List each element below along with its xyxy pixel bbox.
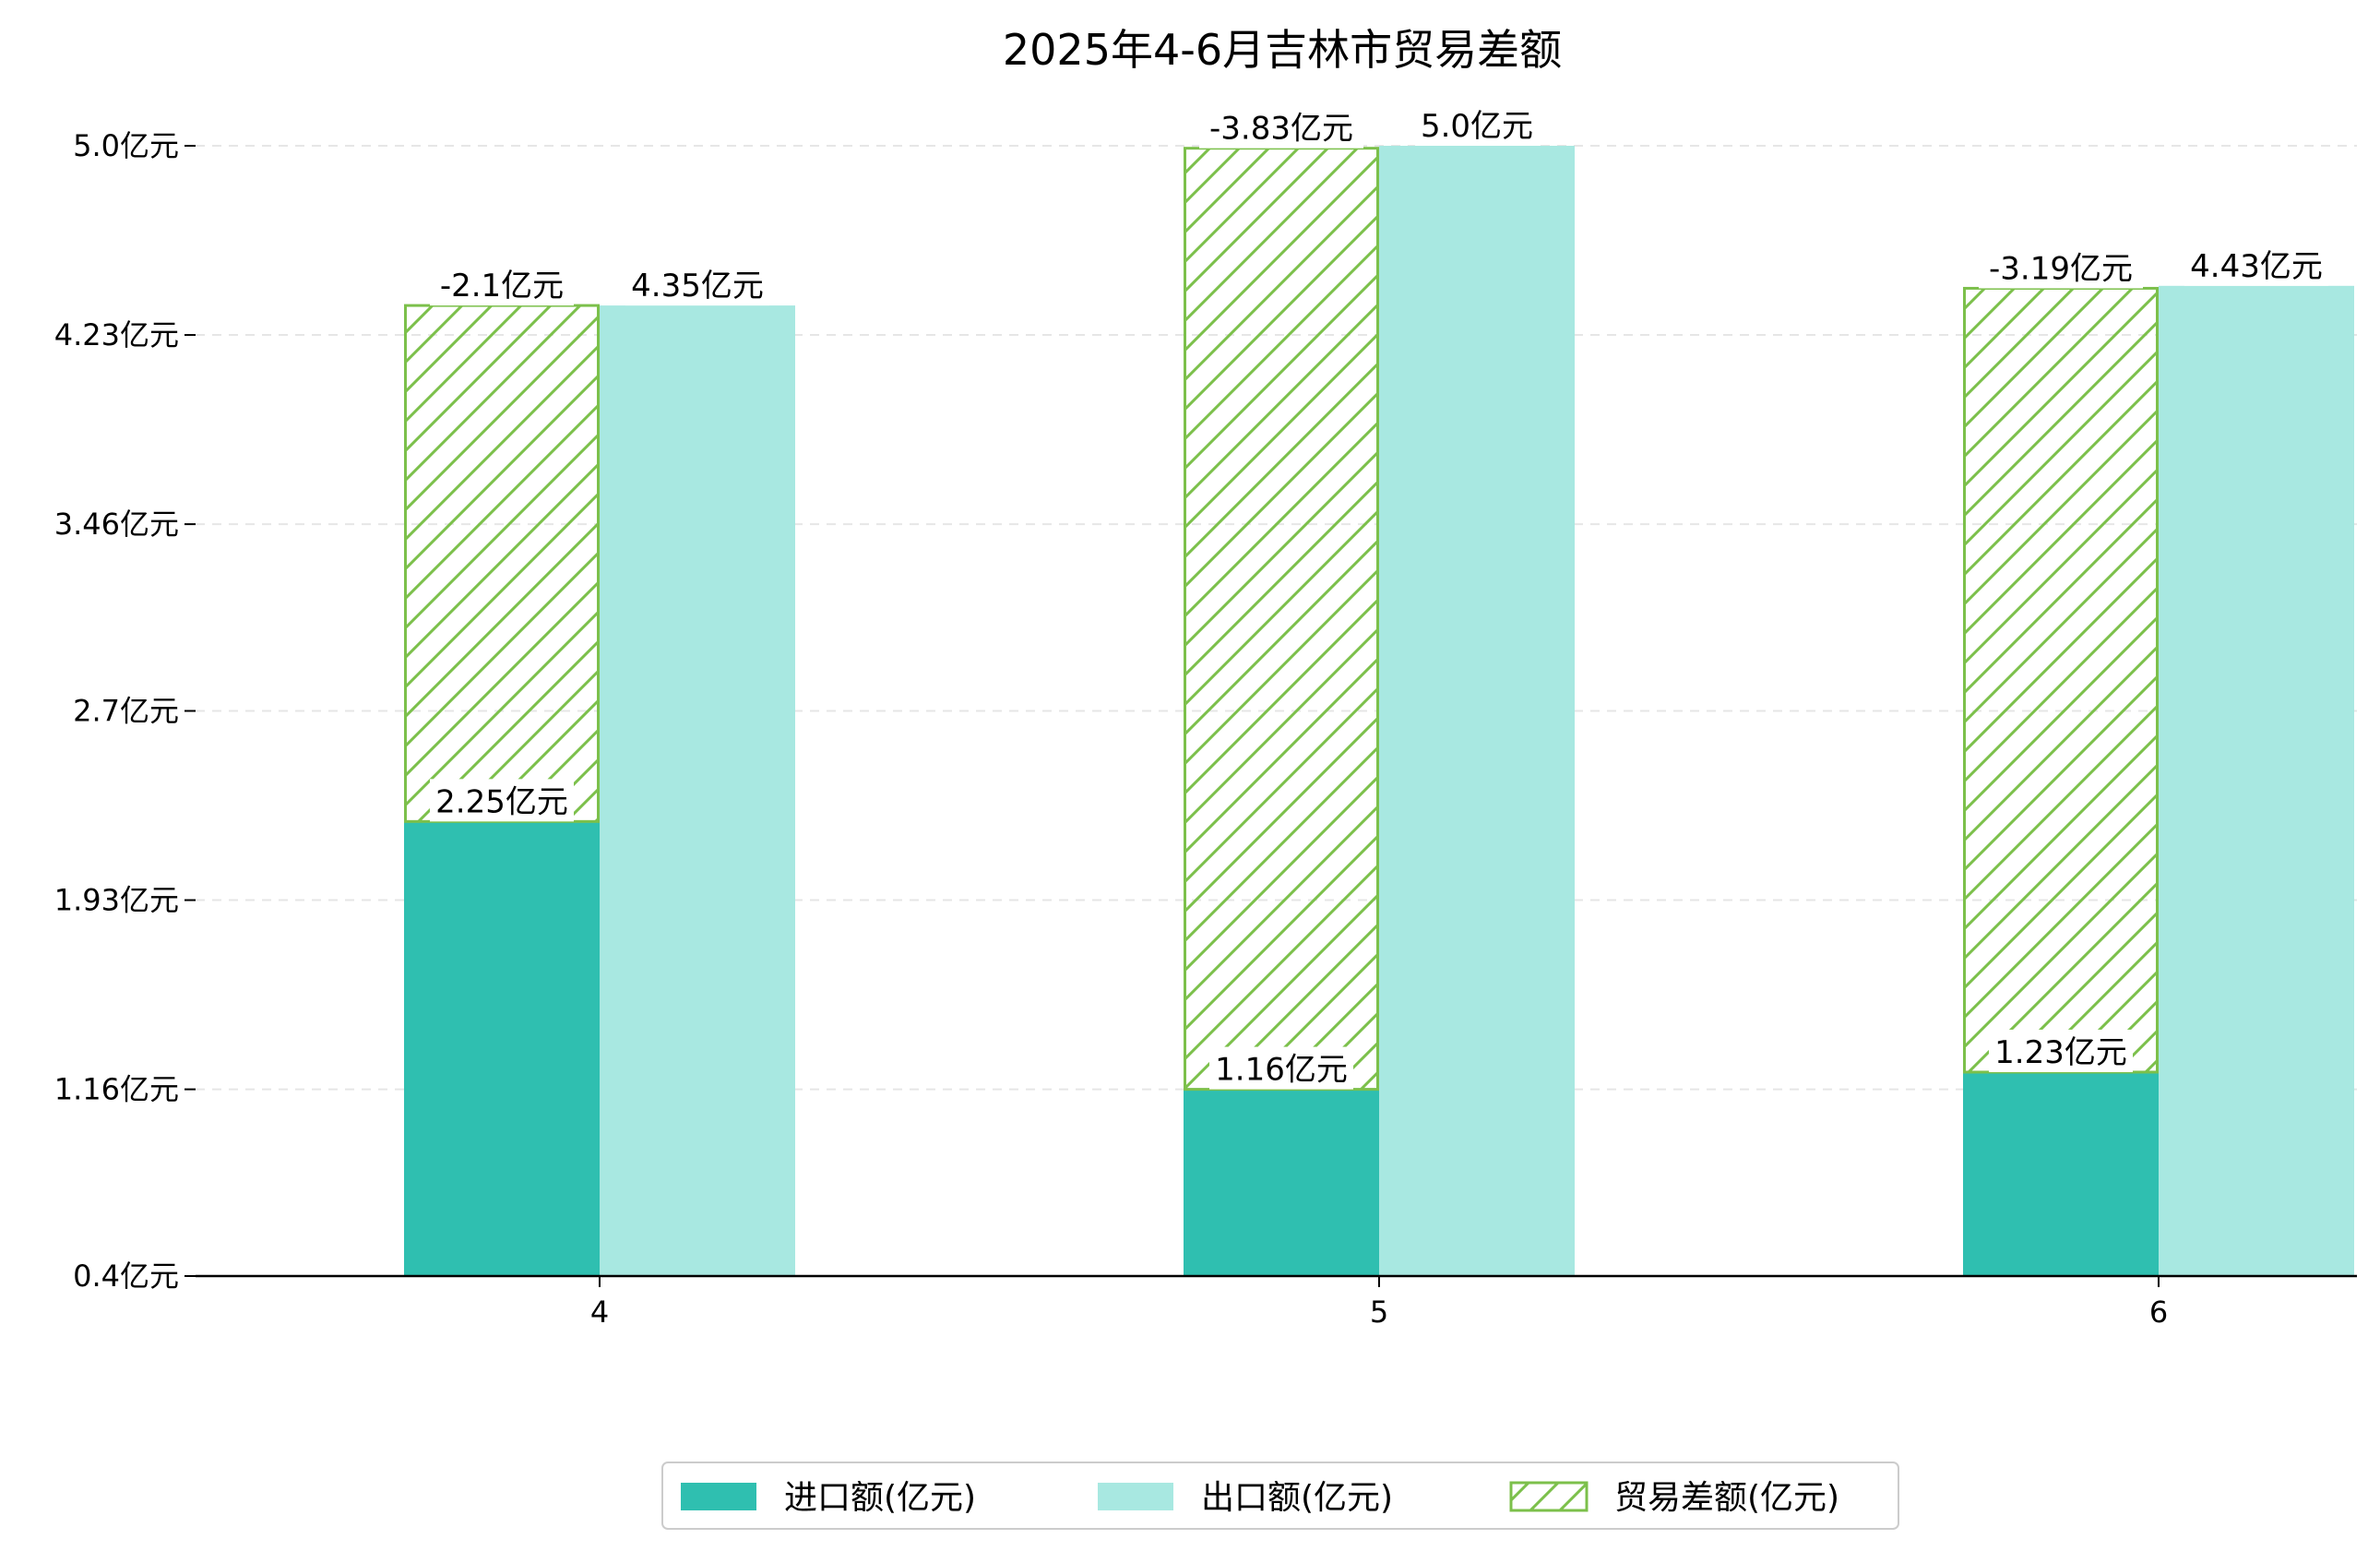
import-value-label: 1.23亿元 (1994, 1034, 2127, 1071)
export-value-label: 4.43亿元 (2190, 248, 2323, 285)
export-value-label-group: 4.35亿元 (625, 263, 769, 306)
import-value-label-bg (1209, 1046, 1353, 1090)
balance-value-label: -3.19亿元 (1989, 250, 2133, 287)
y-tick-label: 1.93亿元 (54, 883, 179, 918)
x-tick-label: 6 (2149, 1295, 2168, 1330)
balance-value-label-group: -3.83亿元 (1199, 105, 1363, 149)
legend-swatch (1098, 1483, 1173, 1510)
balance-value-label: -2.1亿元 (440, 268, 564, 304)
import-bar (1963, 1071, 2159, 1276)
balance-value-label-group: -2.1亿元 (430, 263, 574, 306)
y-tick-label: 5.0亿元 (73, 128, 179, 163)
import-bar (404, 821, 600, 1276)
balance-bar (404, 304, 600, 823)
export-value-label-bg (625, 263, 769, 306)
export-value-label-group: 4.43亿元 (2184, 243, 2328, 286)
balance-value-label-bg (1199, 105, 1363, 149)
balance-value-label: -3.83亿元 (1209, 111, 1353, 148)
legend-swatch (681, 1483, 756, 1510)
export-value-label: 5.0亿元 (1421, 108, 1533, 145)
export-value-label-bg (2184, 243, 2328, 286)
import-bar (1184, 1089, 1379, 1276)
import-value-label: 2.25亿元 (435, 783, 568, 820)
export-bar (2159, 285, 2354, 1277)
balance-value-label-bg (1979, 245, 2143, 289)
balance-bar (1184, 147, 1379, 1092)
legend-label: 贸易差额(亿元) (1614, 1479, 1839, 1517)
legend-label: 进口额(亿元) (784, 1479, 976, 1517)
x-tick-label: 5 (1370, 1295, 1388, 1330)
legend-box (661, 1462, 1899, 1530)
y-tick-label: 1.16亿元 (54, 1072, 179, 1107)
y-tick-label: 3.46亿元 (54, 507, 179, 542)
import-value-label-group: 1.16亿元 (1209, 1046, 1353, 1090)
export-value-label: 4.35亿元 (631, 268, 764, 304)
x-tick-label: 4 (590, 1295, 609, 1330)
y-tick-label: 0.4亿元 (73, 1259, 179, 1294)
legend-label: 出口额(亿元) (1201, 1479, 1393, 1517)
export-value-label-group: 5.0亿元 (1415, 103, 1539, 146)
chart-title: 2025年4-6月吉林市贸易差额 (1003, 25, 1562, 75)
import-value-label-group: 1.23亿元 (1989, 1029, 2133, 1072)
export-bar (1379, 146, 1575, 1276)
balance-bar (1963, 286, 2159, 1074)
export-value-label-bg (1415, 103, 1539, 146)
balance-value-label-bg (430, 263, 574, 306)
import-value-label-group: 2.25亿元 (430, 779, 574, 822)
import-value-label: 1.16亿元 (1215, 1052, 1348, 1089)
y-tick-label: 4.23亿元 (54, 317, 179, 352)
balance-value-label-group: -3.19亿元 (1979, 245, 2143, 289)
y-tick-label: 2.7亿元 (73, 694, 179, 729)
export-bar (600, 305, 795, 1276)
import-value-label-bg (430, 779, 574, 822)
import-value-label-bg (1989, 1029, 2133, 1072)
legend-swatch (1509, 1481, 1589, 1512)
